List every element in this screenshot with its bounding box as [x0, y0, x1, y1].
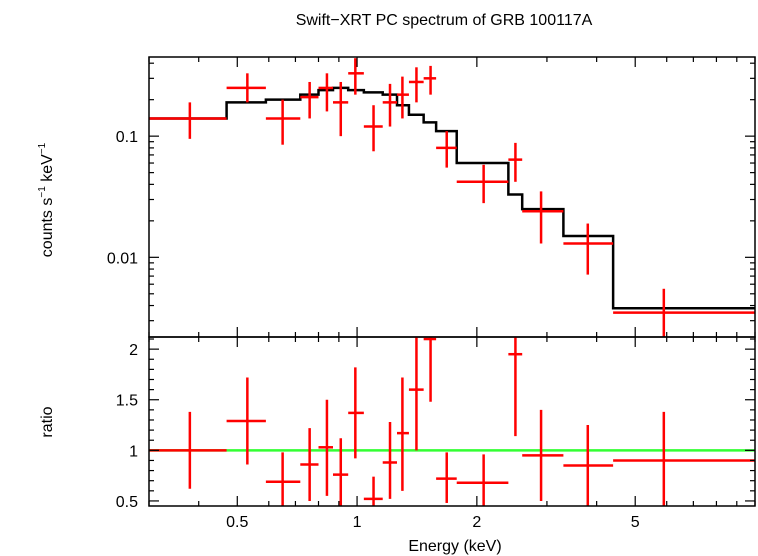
top-data-point-13 [456, 164, 509, 204]
ratio-data-point-16 [563, 425, 614, 506]
top-data-point-2 [265, 99, 301, 145]
ratio-data-point-0 [149, 411, 227, 489]
top-y-tick-label: 0.1 [116, 129, 138, 146]
top-data-point-14 [508, 142, 523, 182]
top-data-point-17 [613, 288, 755, 337]
top-y-label-part-unit: keV [39, 154, 56, 186]
ratio-data-point-1 [226, 377, 266, 465]
top-data-point-10 [408, 67, 424, 103]
ratio-data-point-4 [318, 399, 334, 496]
bottom-y-tick-label: 1.5 [116, 393, 138, 410]
ratio-data-point-12 [436, 452, 457, 503]
top-data-point-16 [563, 223, 614, 275]
top-panel: 0.10.01 counts s−1 keV−1 [37, 56, 756, 338]
ratio-data-point-14 [508, 337, 523, 437]
model-step-line [149, 86, 755, 310]
ratio-data-point-7 [363, 476, 383, 506]
x-tick-label: 5 [631, 514, 640, 531]
top-ticks-layer: 0.1 0.01 [107, 57, 756, 337]
top-data-point-4 [318, 73, 334, 112]
ratio-data-point-13 [456, 454, 509, 506]
ratio-data-point-15 [522, 409, 564, 501]
top-data-point-15 [522, 191, 564, 244]
ratio-data-point-5 [333, 438, 349, 506]
top-data-point-0 [149, 102, 227, 139]
ratio-data-point-17 [613, 411, 755, 506]
x-tick-label: 1 [353, 514, 362, 531]
bottom-data-layer [149, 337, 755, 506]
top-data-point-3 [300, 81, 319, 119]
top-data-point-5 [333, 81, 349, 137]
bottom-y-tick-label: 1 [129, 443, 138, 460]
top-y-axis-label: counts s−1 keV−1 [37, 142, 56, 257]
ratio-data-point-10 [408, 337, 424, 451]
x-tick-label: 2 [472, 514, 481, 531]
top-y-label-part-exp2: −1 [37, 142, 48, 154]
x-tick-label: 0.5 [226, 514, 248, 531]
ratio-data-point-3 [300, 428, 319, 501]
ratio-data-point-11 [423, 337, 437, 402]
bottom-y-tick-label: 0.5 [116, 494, 138, 511]
bottom-y-tick-label: 2 [129, 342, 138, 359]
top-data-layer [149, 58, 755, 337]
top-y-label-part-base: counts s [39, 198, 56, 258]
top-data-point-8 [382, 83, 398, 127]
ratio-data-point-2 [265, 452, 301, 506]
x-axis-label: Energy (keV) [408, 538, 501, 555]
top-data-point-1 [226, 73, 266, 103]
ratio-data-point-9 [397, 377, 409, 491]
bottom-ticks-layer: 0.5 1 2 5 0.5 1 1.5 2 [116, 337, 756, 531]
top-data-point-6 [348, 58, 364, 95]
ratio-data-point-6 [348, 367, 364, 459]
ratio-axis-label: ratio [39, 406, 56, 437]
top-data-point-7 [363, 105, 383, 152]
bottom-panel: 0.5 1 2 5 0.5 1 1.5 2 ratio [39, 336, 756, 531]
ratio-data-point-8 [382, 422, 398, 499]
top-model-layer [149, 86, 755, 310]
chart-title: Swift−XRT PC spectrum of GRB 100117A [296, 12, 593, 29]
top-data-point-12 [436, 131, 457, 168]
top-data-point-11 [423, 65, 437, 95]
top-y-tick-label: 0.01 [107, 250, 138, 267]
bottom-panel-frame [148, 336, 756, 507]
top-data-point-9 [397, 76, 409, 119]
top-y-label-part-exp1: −1 [37, 186, 48, 198]
